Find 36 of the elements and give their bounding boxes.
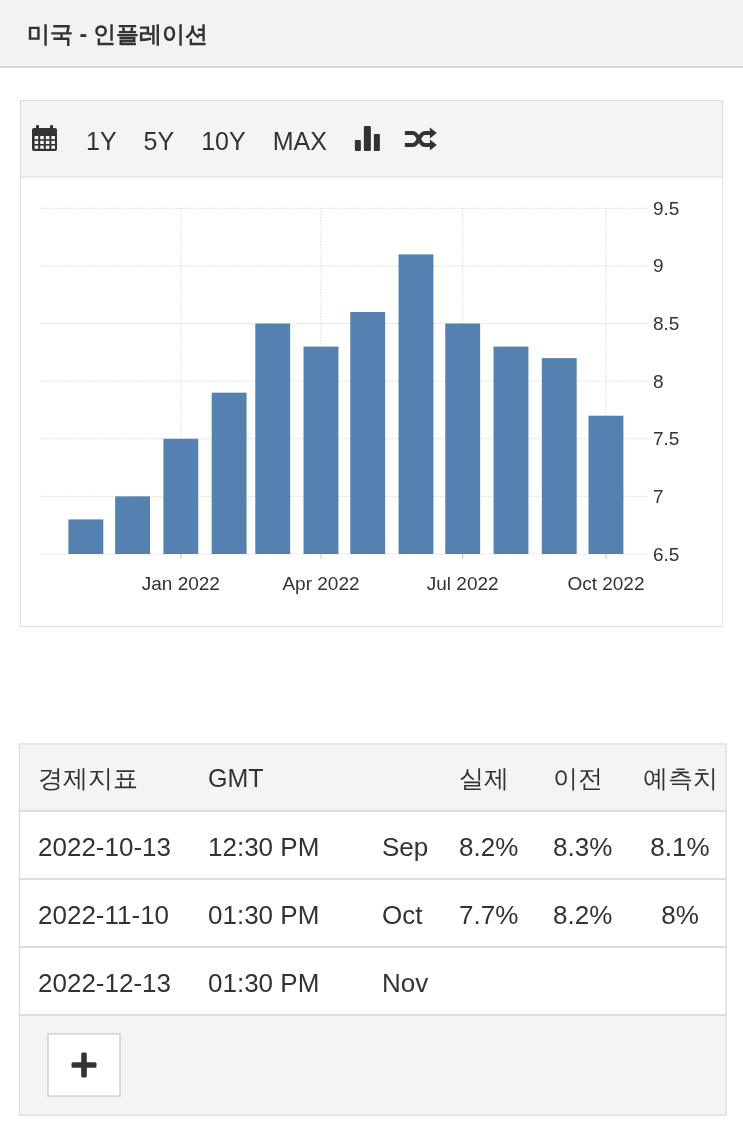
text: Sep [382,832,429,862]
category-label: 예측치 [642,764,718,792]
text: 10Y [201,127,246,155]
category-label: 실제 [459,764,509,792]
category-label: 경제지표 [38,764,138,792]
y-tick-label: 6.5 [653,543,680,565]
text: Oct [382,900,423,930]
y-tick-label: 7 [653,485,664,507]
text: 8.2% [553,900,613,930]
x-tick-label: Jul 2022 [426,573,499,594]
text: 1Y [86,127,117,155]
text: 7.7% [459,900,519,930]
chart-title: 미국 - 인플레이션 [27,21,209,47]
text: 01:30 PM [208,900,320,930]
text: 5Y [143,127,175,155]
y-tick-label: 8 [653,370,664,392]
text: 2022-12-13 [38,968,171,998]
text: 2022-11-10 [38,900,170,930]
y-tick-label: 8.5 [653,313,680,335]
text: Nov [382,968,429,998]
y-tick-label: 9 [653,255,664,277]
x-tick-label: Jan 2022 [141,573,220,594]
text: 8% [661,900,699,930]
category-label: 이전 [553,764,603,792]
x-tick-label: Apr 2022 [282,573,360,594]
x-tick-label: Oct 2022 [567,573,645,594]
text: 8.3% [553,832,613,862]
text: MAX [272,127,328,155]
text: 01:30 PM [208,968,320,998]
category-label: GMT [208,764,264,792]
text: 12:30 PM [208,832,320,862]
y-tick-label: 7.5 [653,428,680,450]
text: 2022-10-13 [38,832,171,862]
text: 8.2% [459,832,519,862]
text: 8.1% [650,832,710,862]
y-tick-label: 9.5 [653,197,680,219]
